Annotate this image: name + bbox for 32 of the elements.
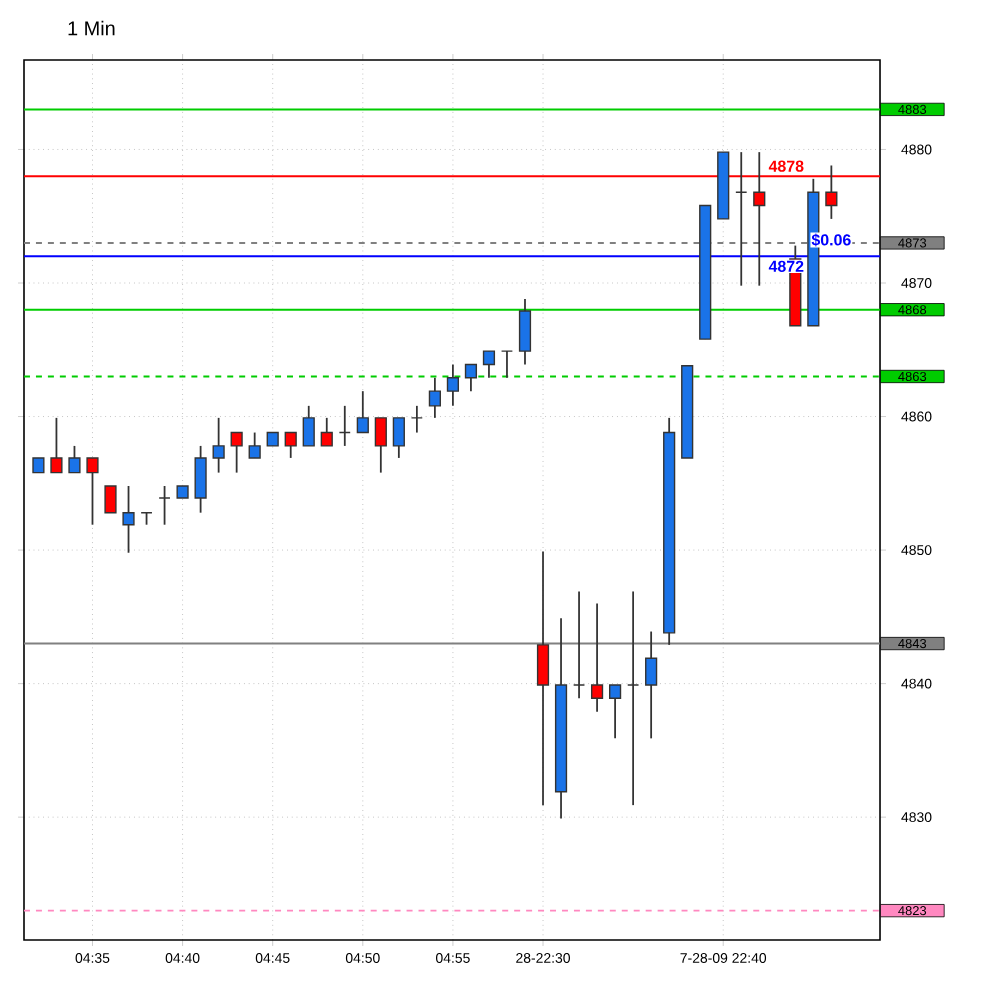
candlestick [464,363,478,393]
candlestick [627,590,640,807]
candlestick [320,416,333,447]
candlestick [735,151,748,287]
candlestick [338,404,351,447]
candlestick [590,602,604,713]
candlestick [50,416,63,474]
candlestick [104,485,117,514]
candlestick [392,416,405,459]
candlestick [410,404,423,434]
candlestick [284,431,297,459]
candlestick [356,390,369,434]
chart-title: 1 Min [68,20,115,36]
candlestick [68,445,81,474]
candlestick [230,431,243,474]
candlestick [482,350,496,379]
candlestick [446,363,460,407]
candlestick [645,630,658,740]
candlestick [122,485,135,554]
candlestick [428,376,441,419]
candlestick [248,431,261,459]
candlestick [518,298,532,366]
candlestick [158,485,171,526]
candlestick [302,404,315,447]
candlestick [536,550,550,807]
candlestick [572,590,586,700]
candlestick [374,416,387,474]
candlestick [212,416,225,474]
candlestick [500,350,514,379]
candlestick [86,457,99,526]
candlestick [194,445,207,514]
candlestick [609,684,622,740]
